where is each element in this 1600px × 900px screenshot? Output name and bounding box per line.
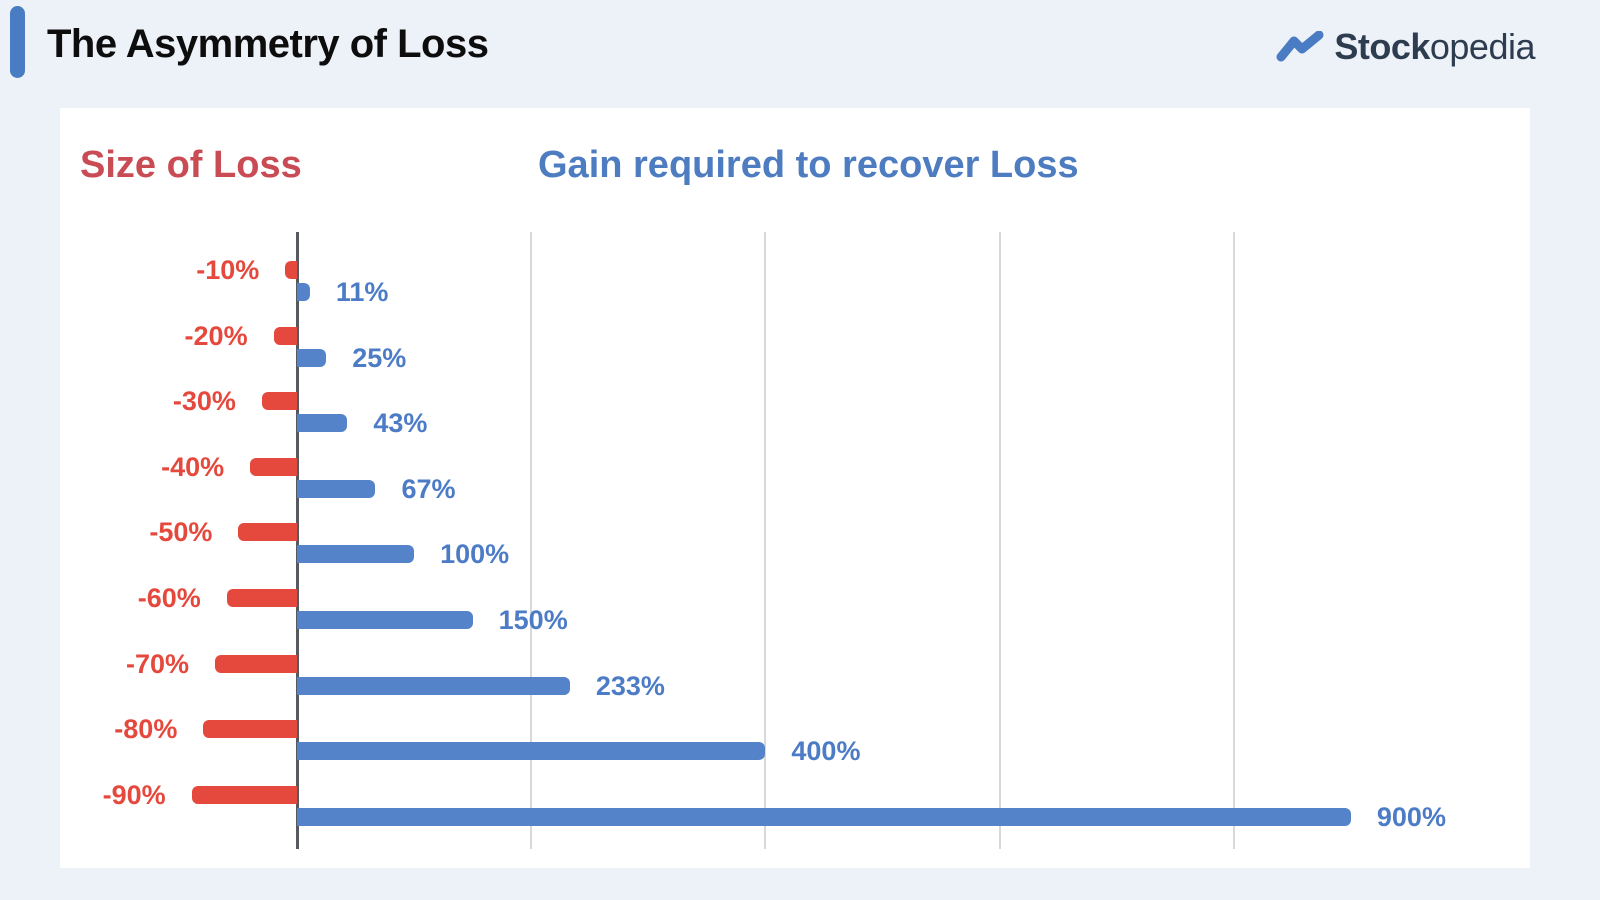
gain-bar bbox=[297, 348, 327, 367]
diverging-bar-chart: -10% 11% -20% 25% -30% 43% -40% 67% -50% 100% -60%… bbox=[60, 108, 1530, 868]
gain-bar bbox=[297, 611, 473, 629]
gain-value-label: 67% bbox=[401, 473, 456, 504]
logo-text: Stockopedia bbox=[1334, 26, 1535, 68]
gain-value-label: 900% bbox=[1376, 801, 1446, 832]
gain-bar bbox=[297, 479, 376, 498]
loss-value-label: -10% bbox=[196, 255, 260, 285]
loss-value-label: -40% bbox=[161, 451, 225, 482]
chart-card: Size of Loss Gain required to recover Lo… bbox=[60, 108, 1530, 868]
gain-value-label: 25% bbox=[352, 342, 407, 373]
stockopedia-logo: Stockopedia bbox=[1276, 26, 1536, 68]
gain-value-label: 233% bbox=[595, 670, 665, 701]
loss-value-label: -20% bbox=[184, 320, 248, 351]
gain-value-label: 150% bbox=[498, 605, 568, 635]
loss-bar bbox=[215, 654, 297, 673]
title-accent-bar bbox=[10, 6, 25, 78]
gain-bar bbox=[297, 742, 766, 761]
gridline-200 bbox=[530, 232, 533, 849]
loss-value-label: -50% bbox=[149, 517, 213, 548]
page-title: The Asymmetry of Loss bbox=[47, 22, 489, 66]
loss-bar bbox=[285, 261, 297, 279]
loss-value-label: -90% bbox=[102, 779, 166, 810]
logo-text-bold: Stock bbox=[1334, 26, 1430, 67]
loss-bar bbox=[191, 785, 297, 804]
gain-bar bbox=[297, 807, 1351, 826]
loss-bar bbox=[261, 392, 297, 411]
loss-bar bbox=[226, 589, 297, 607]
loss-value-label: -30% bbox=[172, 386, 236, 417]
logo-text-regular: opedia bbox=[1429, 26, 1536, 67]
gain-bar bbox=[297, 545, 415, 564]
loss-value-label: -70% bbox=[126, 648, 190, 679]
size-of-loss-header: Size of Loss bbox=[80, 144, 302, 186]
gain-value-label: 11% bbox=[335, 277, 389, 307]
gain-bar bbox=[297, 676, 570, 695]
zero-axis-line bbox=[295, 232, 299, 849]
gridline-400 bbox=[764, 232, 767, 849]
loss-bar bbox=[203, 720, 297, 739]
loss-bar bbox=[273, 326, 297, 345]
loss-bar bbox=[250, 457, 297, 476]
gain-bar bbox=[297, 414, 348, 433]
gain-value-label: 400% bbox=[791, 736, 861, 767]
gain-bar bbox=[297, 283, 310, 301]
loss-value-label: -80% bbox=[114, 714, 178, 745]
loss-bar bbox=[238, 523, 297, 542]
gridline-600 bbox=[998, 232, 1001, 849]
gain-value-label: 43% bbox=[373, 408, 428, 439]
gain-required-header: Gain required to recover Loss bbox=[538, 144, 1079, 186]
gridline-800 bbox=[1232, 232, 1235, 849]
trend-zigzag-icon bbox=[1276, 31, 1324, 62]
gain-value-label: 100% bbox=[440, 539, 510, 570]
loss-value-label: -60% bbox=[137, 583, 201, 613]
